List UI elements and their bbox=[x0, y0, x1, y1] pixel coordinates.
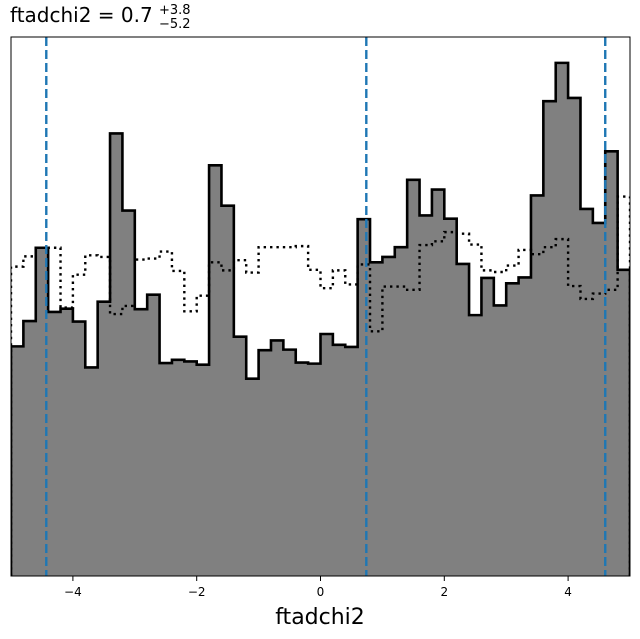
hist-bar bbox=[617, 269, 630, 576]
hist-bar bbox=[493, 305, 507, 576]
hist-bar bbox=[543, 101, 557, 576]
hist-bar bbox=[72, 321, 86, 576]
hist-bar bbox=[345, 346, 359, 576]
hist-bar bbox=[431, 189, 445, 576]
hist-bar bbox=[134, 309, 148, 576]
chart-title: ftadchi2 = 0.7 +3.8 −5.2 bbox=[10, 3, 191, 32]
hist-outline-solid bbox=[11, 61, 630, 576]
hist-bar bbox=[308, 363, 321, 576]
x-tick-label: −4 bbox=[64, 585, 82, 599]
hist-bar bbox=[592, 222, 606, 576]
hist-bar bbox=[506, 283, 519, 576]
hist-bar bbox=[184, 361, 198, 576]
hist-bar bbox=[147, 294, 160, 576]
hist-bar bbox=[171, 359, 185, 576]
hist-bar bbox=[555, 62, 569, 576]
hist-bar bbox=[568, 97, 581, 576]
hist-bar bbox=[159, 363, 173, 576]
x-axis-label: ftadchi2 bbox=[275, 605, 365, 630]
x-tick-label: 0 bbox=[317, 585, 325, 599]
x-tick-label: −2 bbox=[188, 585, 206, 599]
hist-bar bbox=[295, 362, 309, 576]
hist-bar bbox=[233, 336, 247, 576]
hist-bar bbox=[456, 263, 470, 576]
x-tick-label: 2 bbox=[440, 585, 448, 599]
hist-bar bbox=[518, 277, 532, 576]
hist-bar bbox=[110, 133, 123, 576]
hist-bar bbox=[60, 308, 74, 576]
hist-bar bbox=[394, 247, 408, 576]
hist-bar bbox=[258, 350, 272, 576]
hist-bar bbox=[605, 151, 619, 576]
hist-bar bbox=[122, 210, 136, 576]
hist-bar bbox=[357, 219, 371, 576]
hist-bar bbox=[332, 344, 346, 576]
hist-bar bbox=[407, 179, 420, 576]
hist-bar bbox=[370, 262, 383, 576]
hist-bar bbox=[221, 205, 235, 576]
hist-bar bbox=[11, 346, 24, 576]
hist-bar bbox=[23, 321, 37, 576]
hist-bar bbox=[196, 364, 210, 576]
hist-bar bbox=[530, 195, 544, 576]
hist-bar bbox=[209, 165, 222, 576]
hist-bar bbox=[48, 311, 61, 576]
title-lower-error: −5.2 bbox=[159, 17, 191, 32]
hist-bar bbox=[270, 340, 284, 576]
plot-area bbox=[11, 37, 630, 576]
hist-bar bbox=[283, 349, 297, 576]
hist-bar bbox=[246, 378, 259, 576]
hist-bar bbox=[320, 333, 334, 576]
x-axis: −4 −2 0 2 4 bbox=[10, 36, 631, 599]
hist-bar bbox=[469, 315, 482, 576]
hist-bar bbox=[382, 256, 396, 576]
hist-bar bbox=[85, 367, 99, 576]
hist-bar bbox=[419, 215, 433, 576]
hist-bar bbox=[97, 301, 111, 576]
hist-bar bbox=[481, 277, 495, 576]
hist-bar bbox=[580, 208, 594, 576]
hist-bar bbox=[444, 218, 458, 576]
x-tick-label: 4 bbox=[564, 585, 572, 599]
title-upper-error: +3.8 bbox=[159, 3, 191, 18]
title-main: ftadchi2 = 0.7 bbox=[10, 3, 153, 27]
